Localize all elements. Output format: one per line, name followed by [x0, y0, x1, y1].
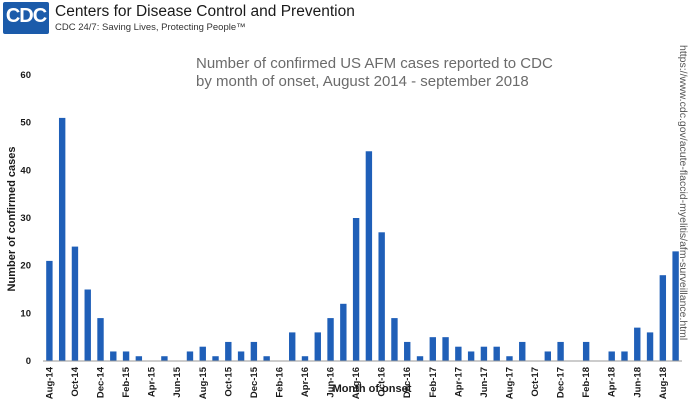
bar-oct-16: [378, 232, 385, 361]
x-tick-label: Feb-15: [121, 366, 132, 397]
bar-jan-15: [110, 351, 117, 361]
y-axis-title: Number of confirmed cases: [6, 147, 18, 292]
bar-jul-17: [493, 346, 500, 361]
x-tick-label: Oct-15: [223, 366, 234, 396]
bar-jul-15: [186, 351, 194, 361]
x-tick-label: Jun-17: [479, 367, 490, 398]
org-name: Centers for Disease Control and Preventi…: [55, 3, 355, 20]
bar-may-16: [314, 332, 321, 361]
bar-dec-17: [557, 341, 564, 361]
bar-may-17: [467, 351, 475, 361]
bar-nov-15: [237, 351, 245, 361]
bar-jun-18: [634, 327, 641, 361]
bar-dec-15: [250, 341, 258, 361]
chart-title-line-1: Number of confirmed US AFM cases reporte…: [196, 55, 553, 72]
bar-jun-16: [327, 318, 334, 361]
cdc-header: CDC Centers for Disease Control and Prev…: [0, 0, 420, 40]
bar-sep-15: [212, 356, 219, 361]
bar-apr-17: [455, 346, 462, 361]
cdc-logo: CDC: [3, 2, 49, 34]
bar-aug-14: [46, 260, 53, 361]
bar-apr-16: [301, 356, 309, 361]
bar-mar-17: [442, 337, 449, 361]
x-tick-label: Feb-18: [581, 367, 592, 398]
x-tick-label: Dec-17: [556, 367, 567, 398]
bar-dec-14: [97, 318, 104, 361]
x-tick-label: Aug-18: [658, 367, 669, 399]
y-tick-label: 60: [20, 70, 31, 81]
bar-apr-18: [608, 351, 615, 361]
bar-oct-15: [225, 341, 232, 361]
x-tick-label: Oct-16: [377, 367, 388, 397]
x-tick-label: Oct-17: [530, 367, 541, 397]
y-tick-label: 50: [20, 118, 31, 129]
bar-jul-18: [646, 332, 654, 361]
x-tick-label: Dec-15: [249, 366, 260, 398]
x-tick-label: Jun-16: [326, 367, 337, 398]
y-tick-label: 40: [20, 165, 31, 176]
x-tick-label: Apr-16: [300, 367, 311, 397]
x-tick-label: Feb-17: [428, 367, 439, 398]
x-tick-label: Jun-18: [632, 367, 643, 398]
bar-mar-16: [289, 332, 296, 361]
bar-jul-16: [340, 303, 347, 361]
bar-nov-17: [544, 351, 552, 361]
x-tick-label: Dec-14: [96, 366, 107, 398]
bar-feb-18: [582, 341, 590, 361]
bar-mar-15: [135, 356, 143, 361]
x-tick-label: Feb-16: [274, 367, 285, 398]
x-tick-label: Aug-15: [198, 366, 209, 399]
y-tick-label: 10: [20, 308, 31, 319]
bars: [46, 117, 679, 362]
x-tick-label: Dec-16: [402, 367, 413, 398]
x-tick-label: Oct-14: [70, 366, 81, 396]
x-tick-label: Apr-15: [147, 366, 158, 397]
bar-dec-16: [404, 341, 411, 361]
bar-sep-18: [672, 251, 679, 361]
bar-jan-17: [416, 356, 424, 361]
bar-oct-14: [71, 246, 79, 361]
x-axis-title: Month of onset: [333, 383, 412, 395]
cdc-logo-text: CDC: [5, 5, 47, 27]
x-tick-label: Jun-15: [172, 366, 183, 397]
bar-sep-17: [519, 341, 526, 361]
x-axis-ticks: Aug-14 Oct-14 Dec-14 Feb-15 Apr-15 Jun-15 Aug-…: [44, 366, 668, 399]
x-tick-label: Apr-17: [453, 367, 464, 397]
x-tick-label: Aug-16: [351, 367, 362, 399]
bar-aug-16: [352, 218, 360, 361]
bar-jun-17: [480, 346, 488, 361]
bar-may-18: [621, 351, 628, 361]
bar-feb-17: [429, 337, 436, 361]
x-tick-label: Aug-14: [44, 366, 55, 399]
chart-title-line-2: by month of onset, August 2014 - septemb…: [196, 73, 529, 90]
bar-aug-18: [659, 275, 667, 361]
bar-aug-17: [506, 356, 513, 361]
bar-nov-14: [84, 289, 91, 361]
chart-title: Number of confirmed US AFM cases reporte…: [196, 55, 596, 91]
y-tick-label: 30: [20, 213, 31, 224]
bar-sep-16: [365, 151, 373, 361]
org-tagline: CDC 24/7: Saving Lives, Protecting Peopl…: [55, 22, 246, 33]
bar-sep-14: [58, 117, 66, 362]
y-axis-ticks: 0 10 20 30 40 50 60: [20, 70, 31, 367]
bar-aug-15: [199, 346, 206, 361]
y-tick-label: 0: [26, 356, 31, 367]
bar-jan-16: [263, 356, 270, 361]
x-tick-label: Apr-18: [607, 367, 618, 397]
y-tick-label: 20: [20, 261, 31, 272]
x-tick-label: Aug-17: [504, 367, 515, 399]
bar-feb-15: [122, 351, 130, 361]
bar-nov-16: [391, 318, 398, 361]
bar-may-15: [161, 356, 168, 361]
